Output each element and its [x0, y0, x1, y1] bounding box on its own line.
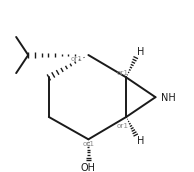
Text: H: H [137, 136, 144, 146]
Text: H: H [137, 47, 144, 57]
Text: or1: or1 [117, 123, 129, 128]
Text: or1: or1 [70, 56, 82, 62]
Text: or1: or1 [117, 70, 129, 76]
Text: OH: OH [81, 163, 96, 172]
Text: or1: or1 [82, 141, 94, 147]
Text: NH: NH [161, 93, 176, 103]
